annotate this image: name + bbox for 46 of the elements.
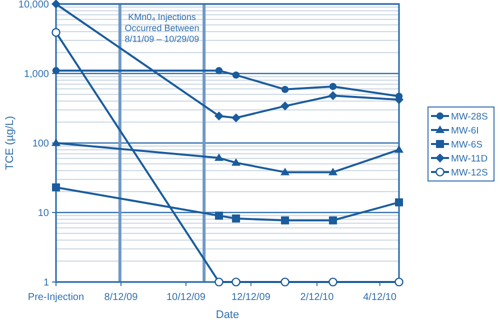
x-tick-label: Pre-Injection — [28, 292, 84, 303]
y-tick-label: 1 — [43, 278, 50, 288]
legend-label: MW-28S — [451, 111, 488, 122]
point — [281, 86, 289, 94]
point — [232, 278, 240, 286]
point — [328, 168, 338, 176]
x-tick-label: 4/12/10 — [363, 292, 397, 303]
point — [280, 168, 290, 176]
point — [232, 158, 241, 166]
point — [395, 198, 403, 206]
point — [328, 216, 337, 224]
point — [329, 82, 337, 90]
x-tick-label: 12/12/09 — [231, 292, 271, 303]
point — [281, 216, 290, 224]
point — [232, 113, 241, 122]
point — [394, 145, 404, 153]
x-axis-title: Date — [216, 309, 240, 321]
x-tick-label: 10/12/09 — [166, 292, 206, 303]
point — [232, 71, 240, 79]
legend-label: MW-11D — [451, 153, 488, 164]
y-tick-label: 100 — [32, 138, 50, 150]
x-tick-label: 2/12/10 — [300, 292, 334, 303]
point — [328, 91, 338, 100]
point — [52, 138, 60, 146]
point — [52, 0, 60, 8]
legend-label: MW-6S — [451, 139, 482, 150]
annotation: KMn0₄ Injections Occurred Between 8/11/09 – 10/29/09 — [124, 12, 200, 44]
point — [52, 183, 60, 192]
y-tick-label: 10 — [38, 208, 50, 219]
legend-label: MW-12S — [451, 167, 488, 178]
point — [280, 102, 290, 111]
point — [215, 67, 223, 74]
point — [280, 278, 290, 286]
point — [328, 278, 338, 286]
point — [52, 28, 60, 37]
legend-label: MW-6I — [451, 125, 479, 136]
x-tick-label: 8/12/09 — [104, 292, 138, 303]
y-tick-label: 10,000 — [18, 0, 50, 10]
point — [214, 111, 224, 120]
y-tick-label: 1,000 — [24, 69, 50, 80]
point — [394, 278, 404, 286]
y-axis-title: TCE (µg/L) — [4, 116, 16, 170]
point — [232, 214, 240, 222]
point — [214, 278, 224, 286]
point — [214, 212, 223, 220]
point — [214, 153, 224, 161]
